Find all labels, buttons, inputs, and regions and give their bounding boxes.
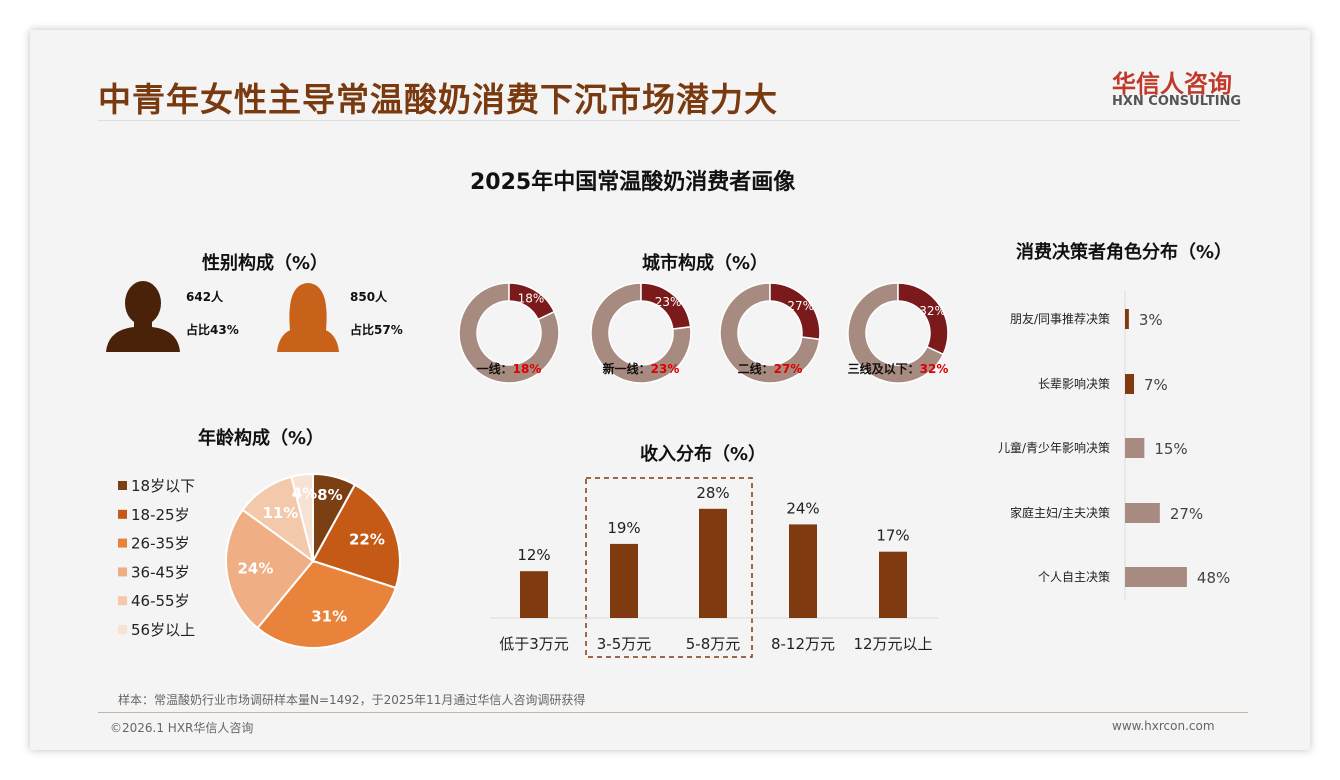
main-title: 2025年中国常温酸奶消费者画像 (470, 170, 796, 195)
income-bar (879, 551, 907, 618)
income-bar (610, 543, 638, 618)
legend-label: 56岁以上 (131, 621, 195, 639)
female-share: 占比57% (350, 323, 403, 337)
legend-label: 26-35岁 (131, 535, 190, 553)
footer-divider (98, 712, 1248, 713)
age-title: 年龄构成（%） (198, 428, 325, 449)
pie-slice (290, 472, 314, 562)
legend-label: 18岁以下 (131, 477, 195, 495)
donut-value-label: 27% (787, 299, 814, 313)
donut-value-label: 32% (919, 304, 946, 318)
income-category-label: 3-5万元 (597, 635, 652, 653)
income-value-label: 17% (876, 527, 909, 545)
donut-value-label: 23% (655, 295, 682, 309)
decision-bar (1125, 374, 1135, 394)
pie-value-label: 22% (349, 531, 385, 549)
female-count: 850人 (350, 290, 388, 304)
income-value-label: 19% (607, 519, 640, 537)
income-value-label: 12% (517, 546, 550, 564)
pie-value-label: 11% (262, 504, 298, 522)
income-category-label: 12万元以上 (853, 635, 932, 653)
male-icon (106, 281, 180, 352)
slide (30, 30, 1310, 750)
female-icon (277, 283, 339, 352)
pie-value-label: 4% (292, 485, 317, 503)
donut-rest (719, 282, 821, 384)
website: www.hxrcon.com (1112, 719, 1215, 733)
decision-category-label: 长辈影响决策 (1038, 376, 1110, 391)
page-title: 中青年女性主导常温酸奶消费下沉市场潜力大 (98, 80, 778, 119)
decision-bar (1125, 567, 1187, 587)
donut-category-label: 一线：18% (477, 361, 542, 376)
donut-category-label: 新一线：23% (603, 361, 680, 376)
decision-value-label: 48% (1197, 569, 1230, 587)
decision-category-label: 个人自主决策 (1038, 570, 1110, 584)
highlight-box (585, 477, 753, 658)
logo: 华信人咨询 (1112, 70, 1232, 98)
decision-value-label: 7% (1144, 376, 1168, 394)
pie-value-label: 24% (238, 559, 274, 577)
decision-value-label: 27% (1170, 505, 1203, 523)
income-category-label: 5-8万元 (686, 635, 741, 653)
pie-slice (256, 559, 398, 649)
legend-label: 18-25岁 (131, 506, 190, 524)
legend-swatch (118, 481, 127, 490)
pie-value-label: 31% (311, 608, 347, 626)
donut-rest (847, 282, 945, 384)
divider (98, 120, 1240, 121)
pie-value-label: 8% (317, 486, 342, 504)
income-bar (520, 571, 548, 618)
decision-title: 消费决策者角色分布（%） (1016, 242, 1233, 263)
legend-label: 46-55岁 (131, 592, 190, 610)
gender-title: 性别构成（%） (202, 253, 329, 274)
decision-bar (1125, 503, 1160, 523)
male-count: 642人 (186, 290, 224, 304)
decision-category-label: 儿童/青少年影响决策 (998, 440, 1110, 455)
donut-slice (897, 282, 949, 356)
legend-swatch (118, 538, 127, 548)
sample-note: 样本：常温酸奶行业市场调研样本量N=1492，于2025年11月通过华信人咨询调… (118, 693, 586, 707)
donut-category-label: 二线：27% (738, 361, 803, 376)
income-bar (699, 508, 727, 618)
decision-value-label: 3% (1139, 311, 1163, 329)
legend-swatch (118, 509, 127, 519)
copyright: ©2026.1 HXR华信人咨询 (110, 721, 254, 735)
decision-bar (1125, 309, 1129, 329)
decision-category-label: 家庭主妇/主夫决策 (1010, 505, 1110, 520)
donut-slice (640, 282, 692, 330)
male-share: 占比43% (186, 323, 239, 337)
donut-category-label: 三线及以下：32% (848, 361, 949, 376)
income-category-label: 低于3万元 (499, 635, 569, 653)
decision-category-label: 朋友/同事推荐决策 (1010, 312, 1110, 326)
logo-en: HXN CONSULTING (1112, 94, 1242, 109)
decision-value-label: 15% (1154, 440, 1187, 458)
legend-label: 36-45岁 (131, 563, 190, 581)
donut-slice (769, 282, 821, 341)
decision-bar (1125, 438, 1145, 458)
income-title: 收入分布（%） (640, 444, 767, 465)
pie-slice (311, 483, 401, 590)
income-bar (789, 524, 817, 618)
income-category-label: 8-12万元 (771, 635, 835, 653)
donut-rest (458, 282, 560, 384)
income-value-label: 28% (696, 484, 729, 502)
donut-value-label: 18% (518, 291, 545, 305)
legend-swatch (118, 625, 127, 634)
pie-slice (225, 508, 315, 630)
donut-rest (590, 282, 692, 384)
income-value-label: 24% (786, 499, 819, 517)
legend-swatch (118, 596, 127, 606)
city-title: 城市构成（%） (642, 253, 769, 274)
donut-slice (508, 282, 556, 321)
legend-swatch (118, 567, 127, 577)
